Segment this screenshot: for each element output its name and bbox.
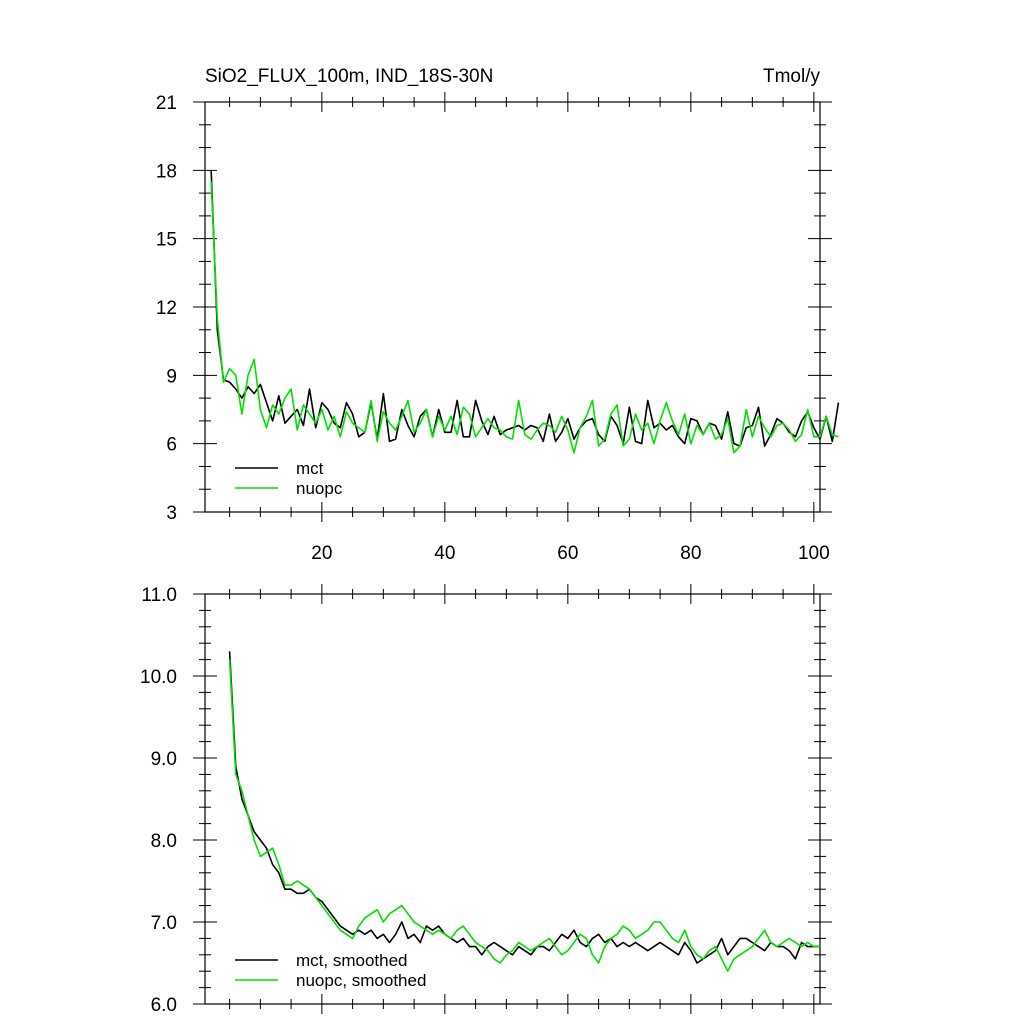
legend-label: nuopc [296,479,343,498]
series-line-nuopc [210,181,839,454]
chart-title: SiO2_FLUX_100m, IND_18S-30N [205,66,493,87]
y-tick-label: 7.0 [151,913,177,934]
x-tick-label: 40 [434,543,455,564]
units-label: Tmol/y [763,66,821,87]
plot-frame [204,593,821,1005]
y-tick-label: 9 [166,366,177,387]
legend-label: mct, smoothed [296,951,408,970]
y-tick-label: 8.0 [151,831,177,852]
x-tick-label: 60 [557,543,578,564]
y-tick-label: 21 [156,93,177,114]
series-lines [228,651,820,973]
x-tick-label: 80 [680,543,701,564]
legend-label: mct [296,459,324,478]
bottom-panel: 6.0 7.0 8.0 9.0 10.0 11.0 mct, smoothednuopc,… [140,584,832,1016]
series-line-mct [210,170,840,447]
y-tick-labels: 3 6 9 12 15 18 21 [156,93,177,524]
y-tick-label: 3 [166,503,177,524]
x-tick-label: 20 [311,543,332,564]
series-line-mct-smoothed [228,651,820,964]
axis-ticks [193,584,832,1014]
y-tick-label: 10.0 [140,667,177,688]
y-tick-label: 15 [156,230,177,251]
y-tick-label: 6 [166,435,177,456]
series-lines [210,170,840,454]
y-tick-label: 6.0 [151,995,177,1016]
plot-frame [204,101,821,513]
top-panel: SiO2_FLUX_100m, IND_18S-30N Tmol/y 3 6 9 12… [156,66,840,564]
axis-ticks [193,92,832,522]
x-tick-labels: 20 40 60 80 100 [311,543,829,564]
y-tick-label: 11.0 [141,585,177,606]
series-line-nuopc-smoothed [228,659,820,973]
y-tick-label: 12 [156,298,177,319]
y-tick-labels: 6.0 7.0 8.0 9.0 10.0 11.0 [140,585,177,1016]
legend-label: nuopc, smoothed [296,971,426,990]
x-tick-label: 100 [798,543,830,564]
y-tick-label: 18 [156,161,177,182]
y-tick-label: 9.0 [151,749,177,770]
